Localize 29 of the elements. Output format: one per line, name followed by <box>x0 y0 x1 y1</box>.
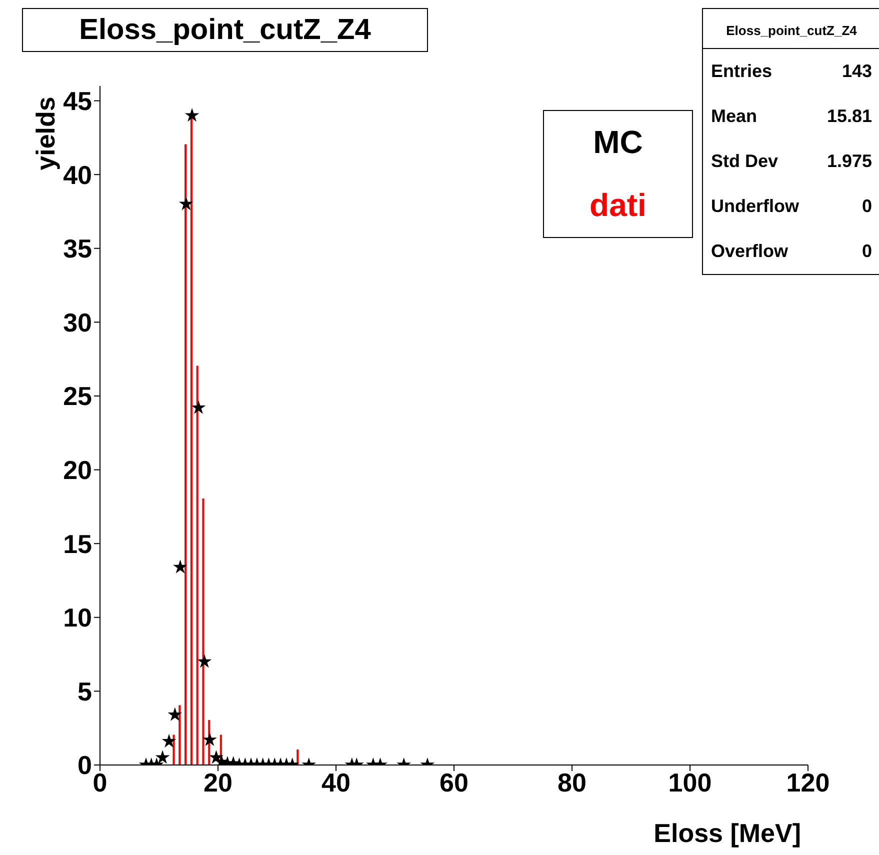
y-tick-label: 10 <box>63 602 92 633</box>
text: Entries 143 <box>711 61 872 81</box>
text: Mean 15.81 <box>711 106 872 126</box>
point <box>184 108 200 122</box>
y-tick-label: 40 <box>63 160 92 190</box>
text: Eloss_point_cutZ_Z4 <box>703 9 879 49</box>
point <box>191 400 206 414</box>
y-axis-title: yields <box>30 96 62 172</box>
text: Std Dev 1.975 <box>711 151 872 171</box>
y-tick-label: 30 <box>63 307 92 338</box>
x-tick-label: 20 <box>204 767 232 798</box>
text: Overflow 0 <box>711 241 872 261</box>
y-tick-label: 5 <box>78 676 92 706</box>
y-tick-label: 45 <box>63 86 92 116</box>
x-tick-label: 60 <box>440 767 468 798</box>
x-tick-label: 40 <box>322 767 350 798</box>
y-tick-label: 20 <box>63 455 92 486</box>
point <box>178 196 194 210</box>
y-tick-label: 25 <box>63 381 92 412</box>
text: Underflow 0 <box>711 196 872 216</box>
x-tick-label: 120 <box>786 767 830 798</box>
chart-title: Eloss_point_cutZ_Z4 <box>22 8 428 52</box>
x-tick-label: 100 <box>668 767 712 798</box>
text: dati <box>590 187 646 224</box>
y-tick-label: 15 <box>63 528 92 559</box>
y-tick-label: 35 <box>63 234 92 264</box>
x-axis-title: Eloss [MeV] <box>654 818 801 849</box>
text: MC <box>593 124 643 161</box>
x-tick-label: 80 <box>558 767 586 798</box>
